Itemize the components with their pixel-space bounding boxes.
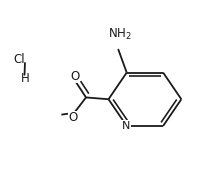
- Text: Cl: Cl: [13, 53, 25, 66]
- Text: O: O: [69, 112, 78, 124]
- Text: N: N: [122, 121, 130, 131]
- Text: NH$_2$: NH$_2$: [108, 27, 132, 42]
- Text: O: O: [70, 70, 79, 83]
- Text: H: H: [21, 72, 30, 85]
